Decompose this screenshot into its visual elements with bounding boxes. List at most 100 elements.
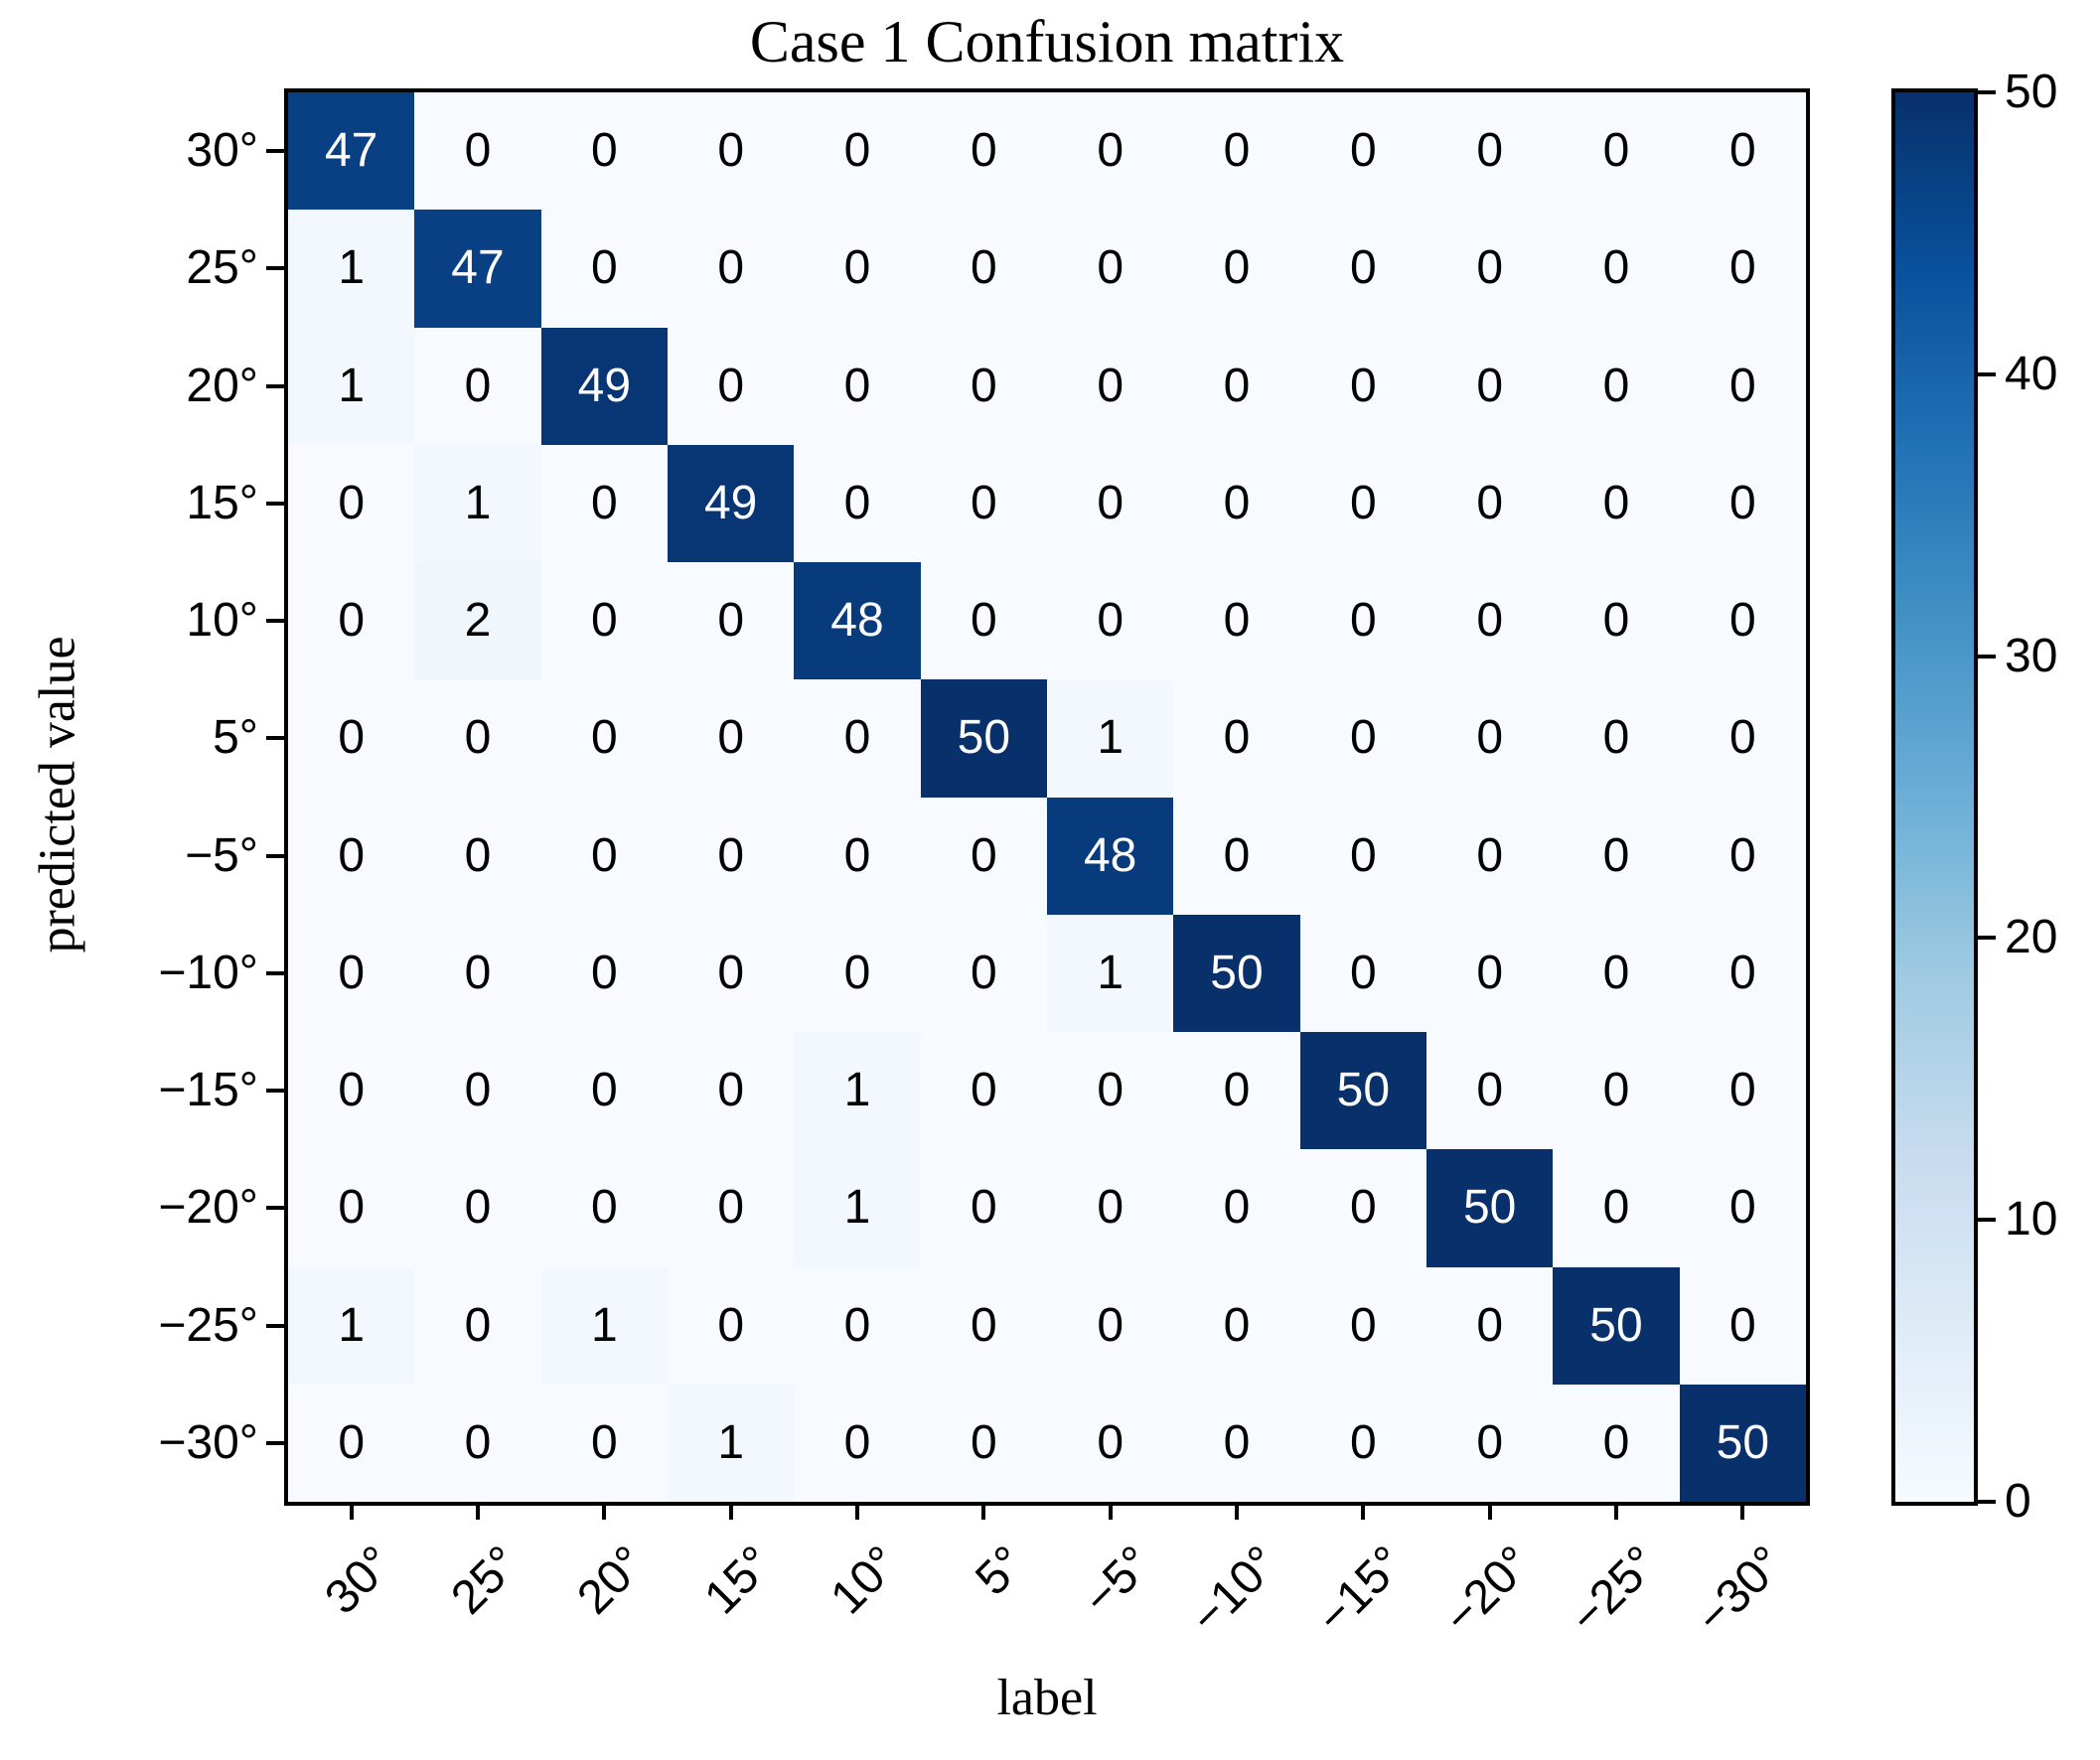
y-tick xyxy=(266,853,284,858)
heatmap-cell: 0 xyxy=(288,1384,415,1502)
heatmap-cell: 0 xyxy=(1553,327,1680,445)
heatmap-cell: 0 xyxy=(1553,1384,1680,1502)
heatmap-cell: 0 xyxy=(668,210,795,328)
heatmap-cell: 0 xyxy=(920,327,1047,445)
heatmap-cell: 0 xyxy=(288,562,415,680)
x-tick-label: −30° xyxy=(1686,1536,1795,1645)
x-tick xyxy=(1108,1502,1113,1520)
x-tick-label: −15° xyxy=(1306,1536,1416,1645)
colorbar-tick-label: 0 xyxy=(2005,1475,2031,1528)
x-tick xyxy=(855,1502,859,1520)
colorbar-tick xyxy=(1978,654,1996,659)
heatmap-cell: 0 xyxy=(1173,679,1300,798)
heatmap-cell: 0 xyxy=(1299,797,1426,915)
heatmap-cell: 1 xyxy=(540,1266,668,1385)
heatmap-cell: 0 xyxy=(920,1384,1047,1502)
heatmap-cell: 49 xyxy=(668,444,795,562)
heatmap-cell: 0 xyxy=(1047,327,1174,445)
heatmap-cell: 0 xyxy=(1553,797,1680,915)
heatmap-cell: 1 xyxy=(794,1032,921,1150)
heatmap-cell: 0 xyxy=(1679,444,1806,562)
heatmap-cell: 0 xyxy=(1299,1149,1426,1267)
heatmap-cell: 1 xyxy=(668,1384,795,1502)
heatmap-cell: 0 xyxy=(1299,1266,1426,1385)
heatmap-cell: 0 xyxy=(1679,327,1806,445)
y-tick xyxy=(266,619,284,624)
heatmap-cell: 0 xyxy=(1047,92,1174,211)
heatmap-cell: 50 xyxy=(1553,1266,1680,1385)
heatmap-cell: 0 xyxy=(1679,1266,1806,1385)
heatmap-cell: 0 xyxy=(1173,1384,1300,1502)
y-tick-label: −5° xyxy=(185,828,258,882)
heatmap-cell: 50 xyxy=(1679,1384,1806,1502)
heatmap-cell: 0 xyxy=(920,1032,1047,1150)
heatmap-cell: 0 xyxy=(1173,797,1300,915)
y-tick xyxy=(266,149,284,154)
heatmap-cell: 0 xyxy=(1047,1149,1174,1267)
heatmap-cell: 49 xyxy=(540,327,668,445)
heatmap-cell: 0 xyxy=(1173,1032,1300,1150)
x-tick-label: 20° xyxy=(567,1536,657,1625)
heatmap-cell: 0 xyxy=(288,444,415,562)
heatmap-cell: 0 xyxy=(668,797,795,915)
heatmap-cell: 0 xyxy=(668,679,795,798)
colorbar-tick xyxy=(1978,90,1996,94)
colorbar-tick xyxy=(1978,1218,1996,1223)
y-tick-label: 10° xyxy=(186,594,258,648)
heatmap-cell: 0 xyxy=(1173,1266,1300,1385)
heatmap-cell: 50 xyxy=(1426,1149,1554,1267)
heatmap-cell: 0 xyxy=(1426,210,1554,328)
heatmap-cell: 0 xyxy=(414,797,541,915)
colorbar-tick xyxy=(1978,371,1996,376)
y-tick xyxy=(266,501,284,506)
heatmap-cell: 0 xyxy=(794,444,921,562)
heatmap-cell: 0 xyxy=(1173,1149,1300,1267)
heatmap-cell: 0 xyxy=(288,1032,415,1150)
y-tick-label: 20° xyxy=(186,359,258,412)
heatmap-cell: 0 xyxy=(540,679,668,798)
x-tick xyxy=(981,1502,986,1520)
heatmap-cell: 0 xyxy=(1553,210,1680,328)
colorbar-tick-label: 50 xyxy=(2005,66,2058,118)
heatmap-cell: 0 xyxy=(1679,562,1806,680)
y-tick-label: 15° xyxy=(186,476,258,529)
heatmap-cell: 0 xyxy=(794,914,921,1032)
heatmap-cell: 50 xyxy=(920,679,1047,798)
heatmap-cell: 0 xyxy=(540,914,668,1032)
heatmap-cell: 0 xyxy=(794,1384,921,1502)
heatmap-cell: 0 xyxy=(1679,210,1806,328)
heatmap-cell: 0 xyxy=(1426,562,1554,680)
heatmap-cell: 0 xyxy=(920,444,1047,562)
heatmap-cell: 1 xyxy=(288,1266,415,1385)
heatmap-cell: 0 xyxy=(1299,914,1426,1032)
heatmap-cell: 0 xyxy=(540,1032,668,1150)
y-tick-label: 25° xyxy=(186,241,258,295)
x-tick-label: −20° xyxy=(1433,1536,1542,1645)
heatmap-cell: 0 xyxy=(1553,914,1680,1032)
heatmap-cell: 0 xyxy=(920,210,1047,328)
heatmap-cell: 0 xyxy=(414,914,541,1032)
y-tick-label: −25° xyxy=(158,1298,258,1352)
x-tick xyxy=(476,1502,480,1520)
heatmap-cell: 0 xyxy=(1173,444,1300,562)
heatmap-cell: 0 xyxy=(794,92,921,211)
heatmap-cell: 0 xyxy=(540,92,668,211)
heatmap-cell: 0 xyxy=(668,327,795,445)
heatmap-cell: 0 xyxy=(920,797,1047,915)
heatmap-cell: 0 xyxy=(288,1149,415,1267)
heatmap-cell: 0 xyxy=(1553,92,1680,211)
heatmap-cell: 0 xyxy=(1553,1032,1680,1150)
heatmap-cell: 0 xyxy=(1426,914,1554,1032)
heatmap-cell: 0 xyxy=(794,679,921,798)
heatmap-cell: 0 xyxy=(1426,1384,1554,1502)
y-tick xyxy=(266,1206,284,1211)
heatmap-cell: 0 xyxy=(1553,1149,1680,1267)
heatmap-cell: 0 xyxy=(288,679,415,798)
heatmap-cell: 0 xyxy=(920,1266,1047,1385)
colorbar-tick-label: 20 xyxy=(2005,911,2058,964)
x-tick-label: −10° xyxy=(1180,1536,1289,1645)
heatmap-cell: 0 xyxy=(1426,1032,1554,1150)
colorbar-tick xyxy=(1978,1500,1996,1504)
heatmap-cell: 0 xyxy=(1173,210,1300,328)
heatmap-cell: 0 xyxy=(1553,562,1680,680)
